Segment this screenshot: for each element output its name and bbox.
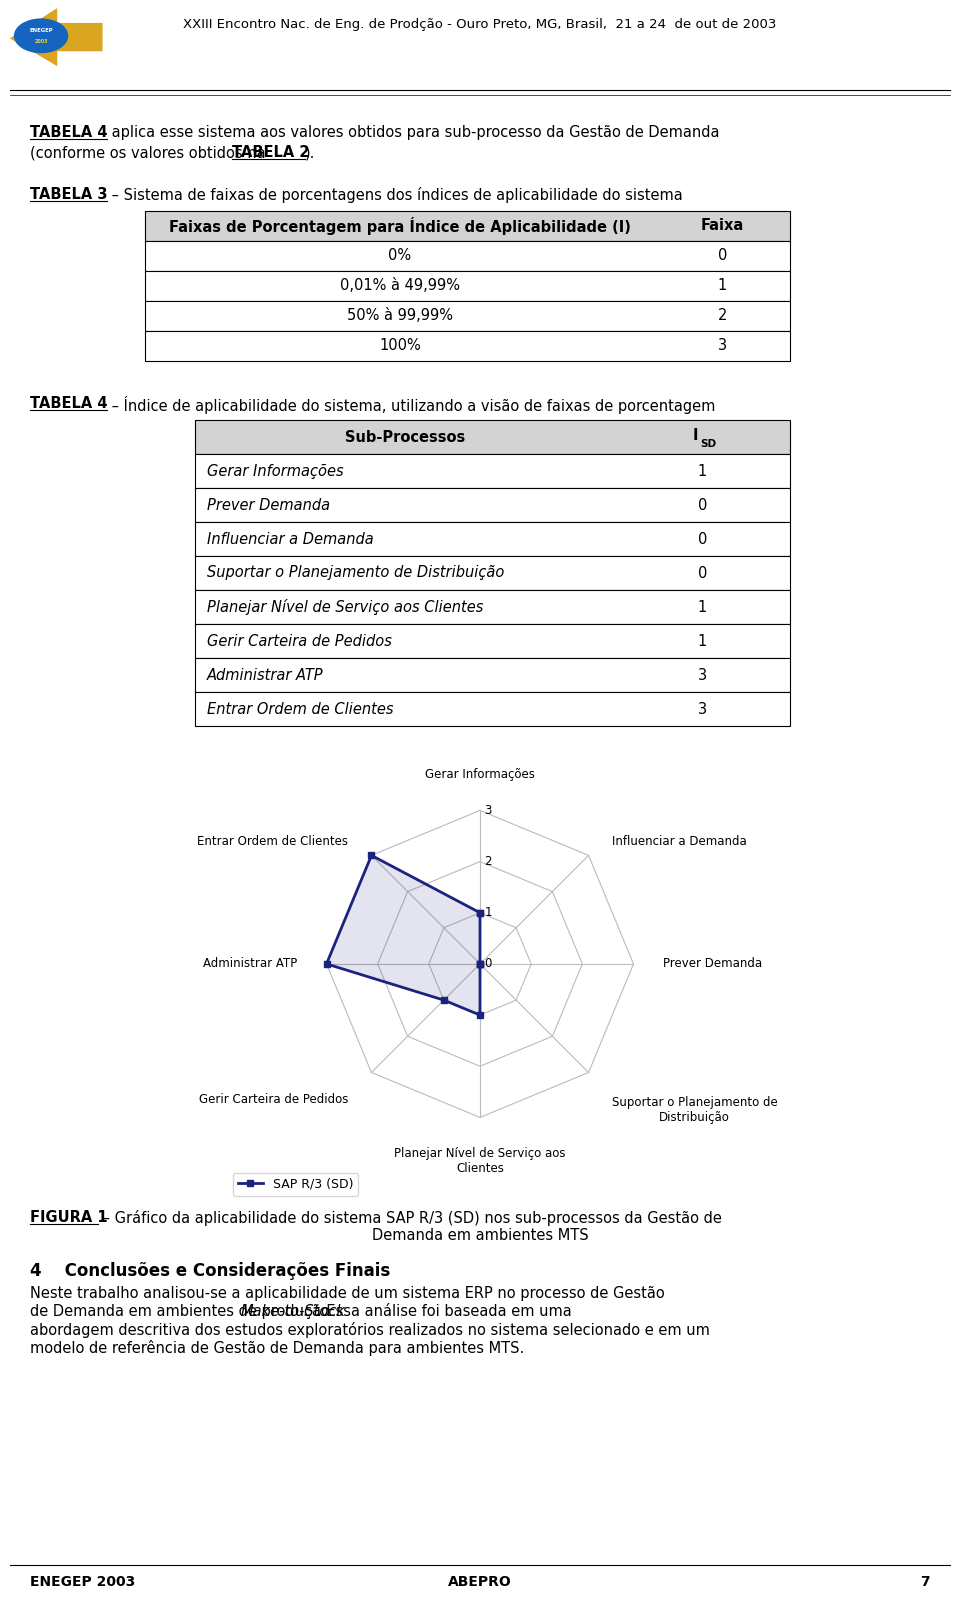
Text: XXIII Encontro Nac. de Eng. de Prodção - Ouro Preto, MG, Brasil,  21 a 24  de ou: XXIII Encontro Nac. de Eng. de Prodção -… <box>183 18 777 31</box>
Bar <box>145 302 790 331</box>
Text: Prever Demanda: Prever Demanda <box>207 497 330 513</box>
Text: 0%: 0% <box>389 248 412 263</box>
Text: 4    Conclusões e Considerações Finais: 4 Conclusões e Considerações Finais <box>30 1261 391 1279</box>
Text: 0: 0 <box>485 958 492 971</box>
Legend: SAP R/3 (SD): SAP R/3 (SD) <box>233 1173 358 1195</box>
Text: Neste trabalho analisou-se a aplicabilidade de um sistema ERP no processo de Ges: Neste trabalho analisou-se a aplicabilid… <box>30 1286 664 1302</box>
Text: 50% à 99,99%: 50% à 99,99% <box>347 308 453 324</box>
Text: 0: 0 <box>718 248 727 263</box>
Text: Influenciar a Demanda: Influenciar a Demanda <box>207 532 373 547</box>
Text: Sub-Processos: Sub-Processos <box>345 429 466 445</box>
Bar <box>195 453 790 489</box>
Text: Faixa: Faixa <box>701 218 744 234</box>
Text: Suportar o Planejamento de Distribuição: Suportar o Planejamento de Distribuição <box>207 566 504 581</box>
Text: 3: 3 <box>698 702 708 716</box>
Text: aplica esse sistema aos valores obtidos para sub-processo da Gestão de Demanda: aplica esse sistema aos valores obtidos … <box>107 124 719 140</box>
Text: (conforme os valores obtidos na: (conforme os valores obtidos na <box>30 145 271 160</box>
Text: I: I <box>693 429 699 444</box>
Text: ABEPRO: ABEPRO <box>448 1574 512 1589</box>
Text: modelo de referência de Gestão de Demanda para ambientes MTS.: modelo de referência de Gestão de Demand… <box>30 1340 524 1357</box>
Bar <box>145 271 790 302</box>
Text: Demanda em ambientes MTS: Demanda em ambientes MTS <box>372 1227 588 1244</box>
Bar <box>195 692 790 726</box>
Text: 0,01% à 49,99%: 0,01% à 49,99% <box>340 279 460 294</box>
Text: Gerir Carteira de Pedidos: Gerir Carteira de Pedidos <box>199 1092 348 1105</box>
Text: 2003: 2003 <box>35 39 48 44</box>
Bar <box>195 624 790 658</box>
Bar <box>195 419 790 453</box>
Text: Influenciar a Demanda: Influenciar a Demanda <box>612 836 747 848</box>
Text: ENEGEP: ENEGEP <box>29 27 53 34</box>
Text: 2: 2 <box>485 855 492 868</box>
Text: 1: 1 <box>698 600 708 615</box>
Text: TABELA 2: TABELA 2 <box>232 145 309 160</box>
Text: – Sistema de faixas de porcentagens dos índices de aplicabilidade do sistema: – Sistema de faixas de porcentagens dos … <box>107 187 683 203</box>
Text: 3: 3 <box>698 668 708 682</box>
Text: Gerar Informações: Gerar Informações <box>425 768 535 781</box>
Text: TABELA 4: TABELA 4 <box>30 397 108 411</box>
Text: FIGURA 1: FIGURA 1 <box>30 1210 108 1224</box>
Text: abordagem descritiva dos estudos exploratórios realizados no sistema selecionado: abordagem descritiva dos estudos explora… <box>30 1323 709 1337</box>
Bar <box>145 331 790 361</box>
Text: – Índice de aplicabilidade do sistema, utilizando a visão de faixas de porcentag: – Índice de aplicabilidade do sistema, u… <box>107 397 715 415</box>
Text: 1: 1 <box>718 279 727 294</box>
Text: TABELA 4: TABELA 4 <box>30 124 108 140</box>
Text: . Essa análise foi baseada em uma: . Essa análise foi baseada em uma <box>317 1303 571 1319</box>
Bar <box>195 556 790 590</box>
Bar <box>145 211 790 240</box>
Text: 1: 1 <box>485 907 492 919</box>
Text: ).: ). <box>305 145 316 160</box>
Bar <box>195 590 790 624</box>
Text: – Gráfico da aplicabilidade do sistema SAP R/3 (SD) nos sub-processos da Gestão : – Gráfico da aplicabilidade do sistema S… <box>98 1210 722 1226</box>
Text: Make-to-Stock: Make-to-Stock <box>241 1303 346 1319</box>
Text: Administrar ATP: Administrar ATP <box>204 958 298 971</box>
Bar <box>195 523 790 556</box>
Text: Suportar o Planejamento de
Distribuição: Suportar o Planejamento de Distribuição <box>612 1095 778 1124</box>
Text: Gerir Carteira de Pedidos: Gerir Carteira de Pedidos <box>207 634 392 648</box>
Text: Gerar Informações: Gerar Informações <box>207 463 344 479</box>
Text: 1: 1 <box>698 634 708 648</box>
Text: Administrar ATP: Administrar ATP <box>207 668 324 682</box>
Text: 0: 0 <box>698 497 708 513</box>
Text: SD: SD <box>701 439 716 448</box>
Text: Planejar Nível de Serviço aos
Clientes: Planejar Nível de Serviço aos Clientes <box>395 1147 565 1174</box>
Text: de Demanda em ambientes de produção: de Demanda em ambientes de produção <box>30 1303 334 1319</box>
Text: 0: 0 <box>698 566 708 581</box>
Bar <box>145 240 790 271</box>
Text: 1: 1 <box>698 463 708 479</box>
Polygon shape <box>326 855 480 1015</box>
Text: ENEGEP 2003: ENEGEP 2003 <box>30 1574 135 1589</box>
Text: Entrar Ordem de Clientes: Entrar Ordem de Clientes <box>197 836 348 848</box>
Text: Entrar Ordem de Clientes: Entrar Ordem de Clientes <box>207 702 394 716</box>
Text: 100%: 100% <box>379 339 420 353</box>
Text: 0: 0 <box>698 532 708 547</box>
Bar <box>195 489 790 523</box>
Text: 2: 2 <box>718 308 727 324</box>
Polygon shape <box>10 8 103 66</box>
Text: 3: 3 <box>485 803 492 816</box>
Circle shape <box>13 18 68 53</box>
Text: 7: 7 <box>921 1574 930 1589</box>
Text: Prever Demanda: Prever Demanda <box>662 958 762 971</box>
Text: 3: 3 <box>718 339 727 353</box>
Text: Faixas de Porcentagem para Índice de Aplicabilidade (I): Faixas de Porcentagem para Índice de Apl… <box>169 218 631 235</box>
Bar <box>195 658 790 692</box>
Text: Planejar Nível de Serviço aos Clientes: Planejar Nível de Serviço aos Clientes <box>207 598 484 615</box>
Text: TABELA 3: TABELA 3 <box>30 187 108 202</box>
